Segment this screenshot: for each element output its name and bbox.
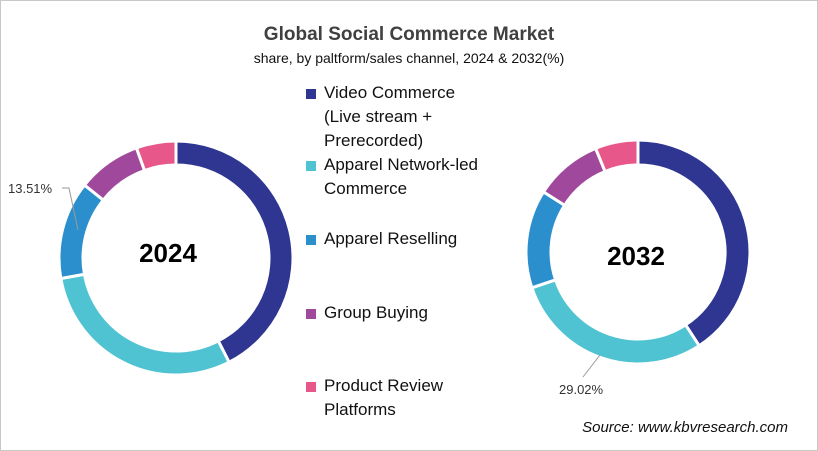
donut-segment xyxy=(541,146,608,208)
legend-swatch-icon xyxy=(306,89,316,99)
legend-swatch-icon xyxy=(306,161,316,171)
donut-segment xyxy=(524,189,567,290)
center-label-2024: 2024 xyxy=(139,238,197,268)
donut-segment xyxy=(593,138,640,174)
chart-subtitle: share, by paltform/sales channel, 2024 &… xyxy=(253,50,565,66)
source-note: Source: www.kbvresearch.com xyxy=(582,419,788,436)
callout-line-2024 xyxy=(62,187,79,231)
donut-segment xyxy=(82,145,147,203)
donut-segment xyxy=(134,139,178,173)
callout-label-2024: 13.51% xyxy=(8,181,53,196)
donut-segment xyxy=(529,277,702,366)
donut-2024 xyxy=(57,139,295,377)
legend-swatch-icon xyxy=(306,382,316,392)
legend-swatch-icon xyxy=(306,235,316,245)
donut-segment xyxy=(57,182,106,281)
donut-segment xyxy=(59,272,232,377)
center-label-2032: 2032 xyxy=(607,241,665,271)
chart-title: Global Social Commerce Market xyxy=(263,24,555,45)
legend-swatch-icon xyxy=(306,309,316,319)
callout-line-2032 xyxy=(582,354,601,378)
donut-2032 xyxy=(524,138,752,366)
callout-label-2032: 29.02% xyxy=(559,382,604,397)
